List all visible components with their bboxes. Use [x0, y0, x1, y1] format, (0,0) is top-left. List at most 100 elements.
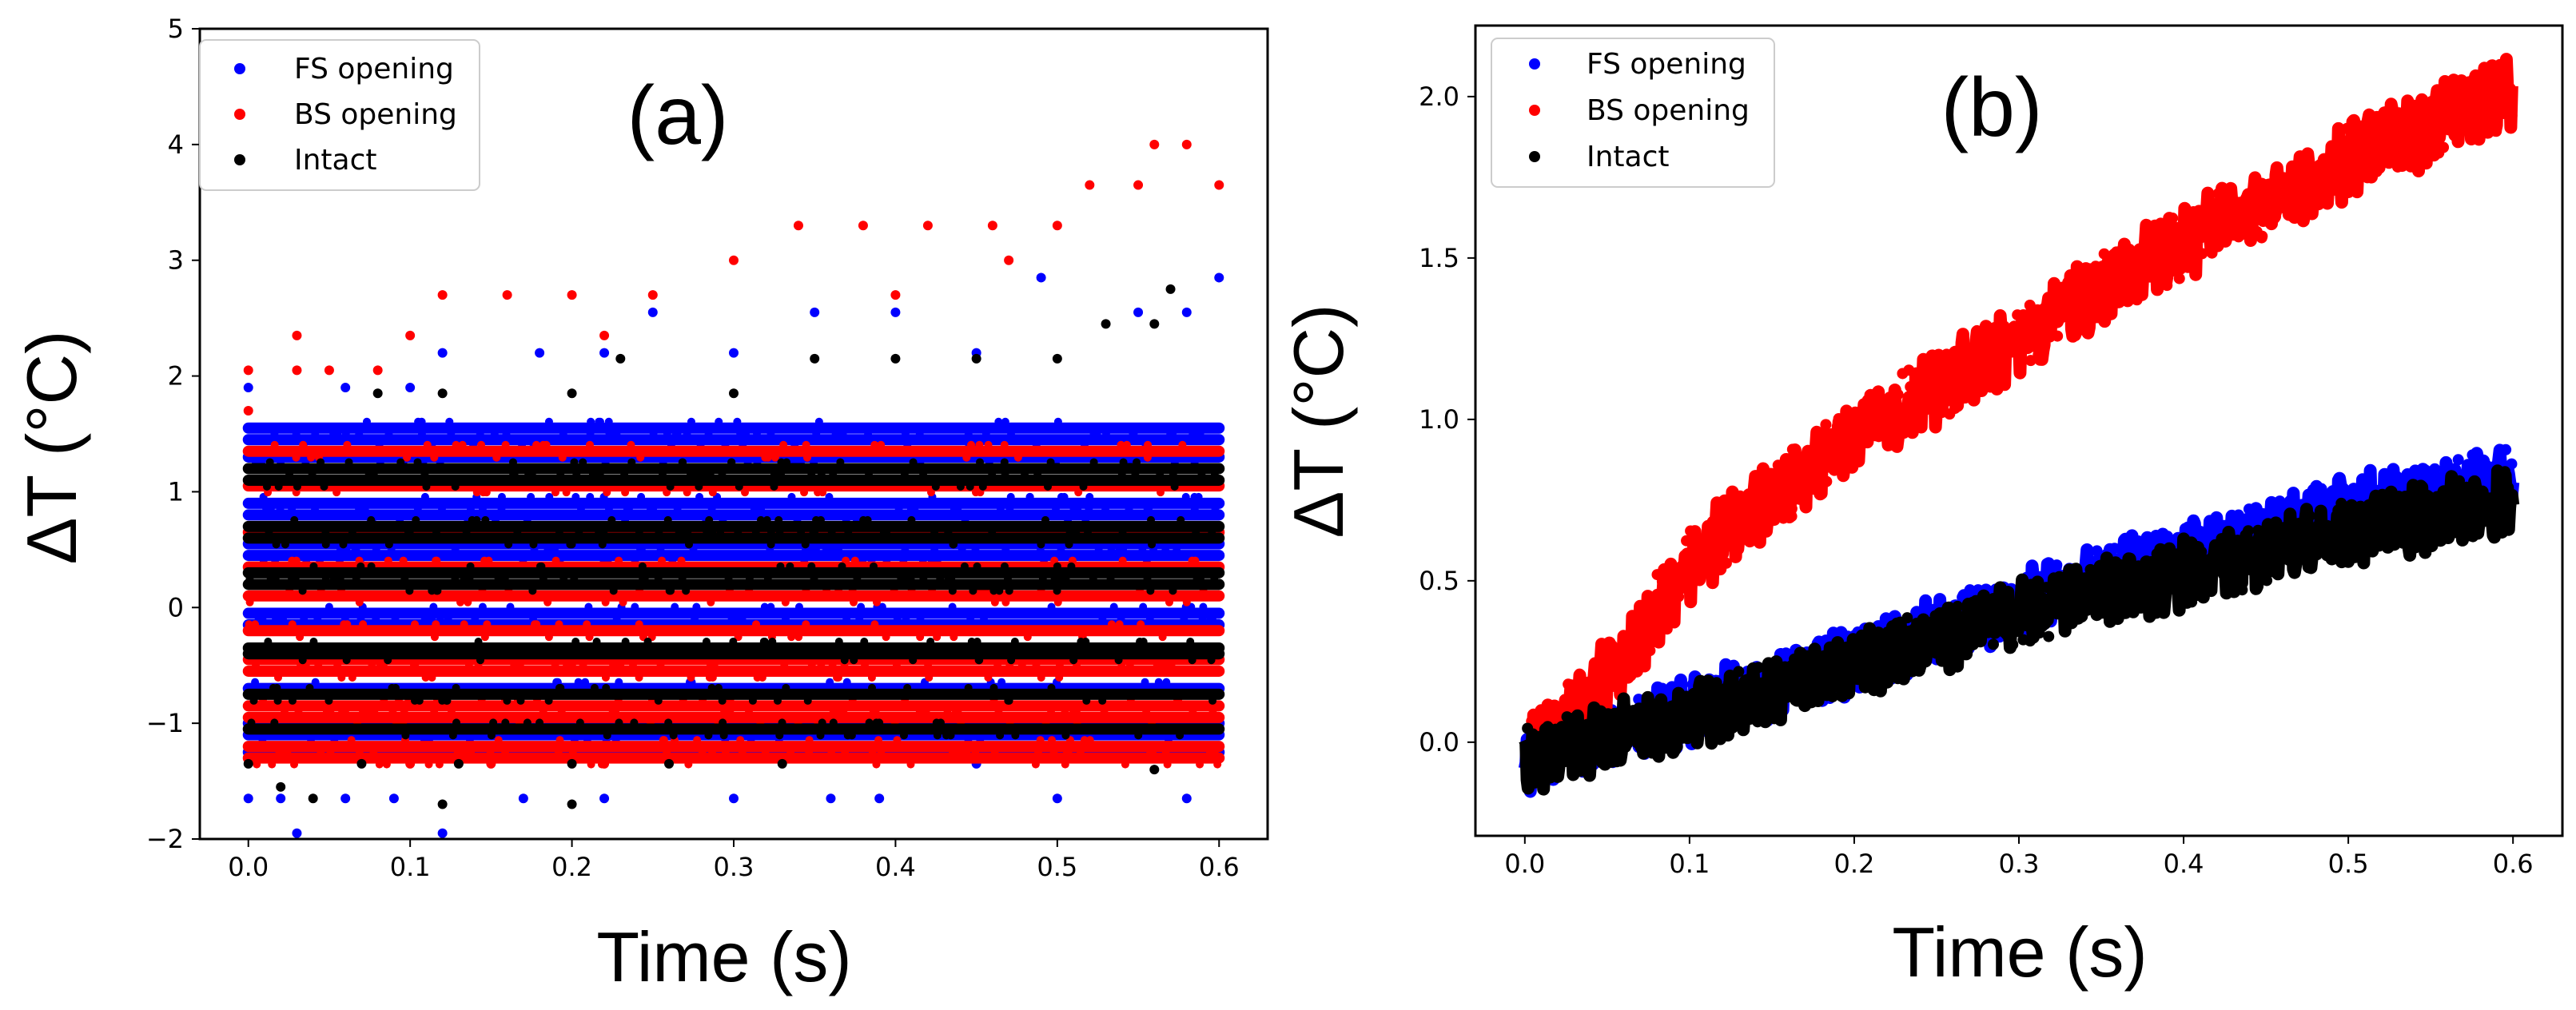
panel-a-point-intact	[428, 587, 436, 595]
panel-b-point-intact	[1702, 714, 1714, 726]
panel-a-y-tick-label: 2	[168, 361, 184, 392]
panel-b-point-bs	[2408, 154, 2420, 166]
panel-b-point-intact	[1814, 673, 1825, 685]
panel-b-point-bs	[1720, 557, 1732, 569]
panel-a-point-intact	[620, 469, 629, 478]
panel-a-point-intact	[776, 562, 785, 571]
panel-b-point-intact	[2176, 571, 2188, 583]
panel-a-point-bs	[280, 706, 289, 715]
panel-a-legend-box	[199, 39, 480, 191]
panel-a-point-intact	[735, 482, 743, 491]
panel-a-point-intact	[1169, 469, 1177, 478]
panel-a-point-bs	[872, 598, 881, 606]
panel-a-x-tick-label: 0.5	[1037, 852, 1077, 882]
panel-b-x-tick-label: 0.2	[1833, 849, 1874, 879]
panel-b-point-bs	[2012, 309, 2024, 321]
panel-a-outlier-bs	[1052, 221, 1062, 231]
panel-a-point-intact	[906, 575, 915, 583]
panel-b-point-intact	[1880, 656, 1892, 668]
panel-b-point-intact	[1996, 618, 2008, 630]
panel-b-ylabel: ΔT (°C)	[1279, 304, 1358, 539]
panel-a-point-intact	[1197, 469, 1206, 478]
panel-b-point-intact	[2349, 551, 2361, 563]
panel-b-point-fs	[2243, 503, 2255, 515]
panel-a-outlier-intact	[1052, 353, 1062, 364]
panel-a-point-fs	[586, 492, 595, 501]
panel-a-point-intact	[1000, 458, 1009, 467]
panel-a-point-intact	[900, 469, 909, 478]
panel-b-point-bs	[2100, 260, 2112, 272]
panel-a-point-intact	[663, 515, 672, 524]
panel-a-point-fs	[624, 504, 633, 513]
panel-a-legend-marker-intact	[234, 154, 245, 165]
panel-a-point-intact	[706, 469, 715, 478]
panel-b-point-bs	[2110, 246, 2122, 258]
panel-a-point-intact	[810, 575, 818, 583]
panel-a-point-fs	[736, 429, 745, 438]
panel-a-point-intact	[387, 643, 396, 652]
panel-a-point-intact	[899, 731, 908, 740]
panel-a-point-intact	[879, 527, 888, 536]
panel-a-point-intact	[1037, 643, 1045, 652]
panel-b-point-bs	[1610, 664, 1622, 676]
panel-a-point-bs	[867, 673, 876, 682]
panel-b-point-intact	[2092, 584, 2104, 596]
panel-a-point-intact	[249, 696, 258, 705]
panel-a-outlier-intact	[437, 388, 448, 399]
panel-a-outlier-intact	[567, 758, 577, 769]
panel-b-point-bs	[2196, 248, 2208, 260]
panel-b-point-intact	[1619, 701, 1631, 713]
panel-a-x-tick-label: 0.0	[228, 852, 269, 882]
panel-b-point-intact	[2072, 576, 2084, 588]
panel-a-point-bs	[1165, 598, 1173, 606]
panel-a-point-fs	[1109, 602, 1118, 611]
panel-a-point-intact	[778, 718, 786, 727]
panel-b-point-intact	[1666, 724, 1678, 736]
panel-b-point-bs	[2292, 211, 2304, 223]
panel-b-point-bs	[2025, 355, 2037, 367]
panel-b-point-intact	[1908, 660, 1920, 672]
panel-a-point-bs	[814, 488, 822, 497]
panel-a-point-bs	[1213, 760, 1222, 769]
panel-b-point-intact	[1824, 659, 1836, 671]
panel-a-point-bs	[355, 598, 364, 606]
panel-a-point-bs	[332, 488, 341, 497]
panel-b-point-intact	[1892, 673, 1904, 685]
panel-b-point-bs	[1661, 623, 1673, 635]
panel-a-point-fs	[1051, 504, 1060, 513]
panel-b-point-intact	[2426, 539, 2438, 551]
panel-a-x-ticks: 0.0 0.1 0.2 0.3 0.4 0.5 0.6	[228, 839, 1240, 882]
panel-a-point-fs	[451, 545, 460, 554]
panel-b-point-bs	[2097, 287, 2109, 299]
panel-a-point-bs	[663, 747, 671, 756]
panel-a-point-fs	[272, 614, 281, 623]
panel-a-point-intact	[1033, 469, 1042, 478]
panel-a-point-intact	[826, 643, 835, 652]
panel-a-outlier-fs	[405, 383, 416, 393]
panel-b-point-bs	[1849, 454, 1861, 466]
panel-a-point-intact	[1133, 458, 1141, 467]
panel-b-point-intact	[1960, 626, 1972, 638]
panel-a-point-bs	[621, 488, 630, 497]
panel-b-point-bs	[2391, 161, 2403, 173]
panel-b-point-bs	[1929, 356, 1941, 368]
panel-a-point-fs	[300, 614, 309, 623]
panel-b-point-intact	[1551, 742, 1563, 754]
panel-a-point-fs	[1198, 614, 1207, 623]
panel-a-point-fs	[1001, 545, 1010, 554]
panel-b-point-intact	[2173, 590, 2185, 602]
panel-b-point-bs	[1697, 556, 1709, 568]
panel-a-x-tick-label: 0.1	[390, 852, 431, 882]
panel-a-point-fs	[822, 545, 830, 554]
panel-a-outlier-intact	[308, 793, 318, 804]
panel-a-point-fs	[604, 504, 613, 513]
panel-a-outlier-fs	[1133, 307, 1144, 317]
panel-a-point-intact	[356, 562, 365, 571]
panel-b-point-bs	[2132, 257, 2144, 269]
panel-a-point-bs	[627, 440, 635, 449]
panel-a-point-bs	[951, 747, 960, 756]
panel-b-point-bs	[2160, 239, 2172, 251]
panel-a-point-fs	[1057, 492, 1065, 501]
panel-b-point-intact	[2252, 524, 2264, 536]
panel-b-point-intact	[1843, 678, 1855, 690]
